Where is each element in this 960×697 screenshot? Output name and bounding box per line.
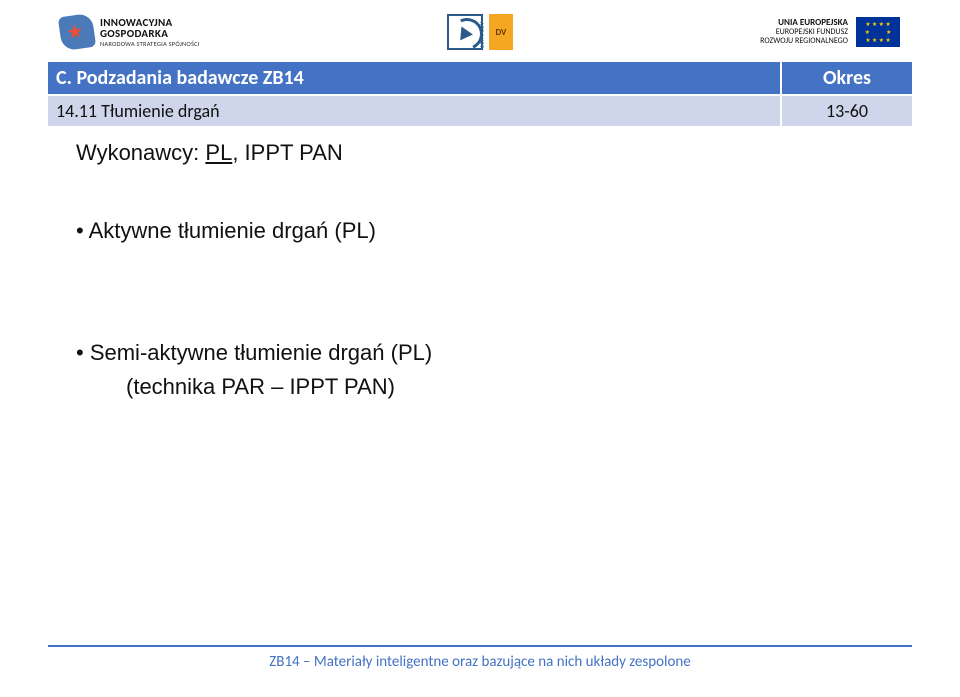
wykonawcy-pl: PL [205,140,232,165]
wykonawcy-prefix: Wykonawcy: [76,140,205,165]
slide-content: C. Podzadania badawcze ZB14 Okres 14.11 … [48,62,912,408]
body-text: Wykonawcy: PL, IPPT PAN • Aktywne tłumie… [48,140,912,400]
ig-star-icon [58,13,96,51]
ig-line2: GOSPODARKA [100,28,200,39]
wykonawcy-line: Wykonawcy: PL, IPPT PAN [76,140,912,166]
ig-line3: NARODOWA STRATEGIA SPÓJNOŚCI [100,41,200,48]
table-header-title: C. Podzadania badawcze ZB14 [48,62,782,94]
bullet-1: • Aktywne tłumienie drgań (PL) [76,218,912,244]
aeronet-icon: AERONET [447,14,483,50]
footer-text: ZB14 – Materiały inteligentne oraz bazuj… [48,653,912,671]
table-header-row: C. Podzadania badawcze ZB14 Okres [48,62,912,94]
aeronet-label: AERONET [478,22,484,49]
bullet-2-sub: (technika PAR – IPPT PAN) [126,374,912,400]
eu-line3: ROZWOJU REGIONALNEGO [760,37,848,46]
wykonawcy-suffix: , IPPT PAN [232,140,342,165]
logo-eu: UNIA EUROPEJSKA EUROPEJSKI FUNDUSZ ROZWO… [760,17,900,47]
bullet-2: • Semi-aktywne tłumienie drgań (PL) [76,340,912,366]
table-row-period: 13-60 [782,96,912,126]
footer-rule [48,645,912,647]
header-logos: INNOWACYJNA GOSPODARKA NARODOWA STRATEGI… [0,8,960,56]
table-row: 14.11 Tłumienie drgań 13-60 [48,94,912,126]
eu-flag-icon: ★★ [856,17,900,47]
table-header-period: Okres [782,62,912,94]
logo-innowacyjna-gospodarka: INNOWACYJNA GOSPODARKA NARODOWA STRATEGI… [60,15,200,49]
dv-icon: DV [489,14,513,50]
table-row-title: 14.11 Tłumienie drgań [48,96,782,126]
dv-label: DV [495,27,506,38]
logo-center-group: AERONET DV [447,14,513,50]
footer: ZB14 – Materiały inteligentne oraz bazuj… [48,645,912,671]
